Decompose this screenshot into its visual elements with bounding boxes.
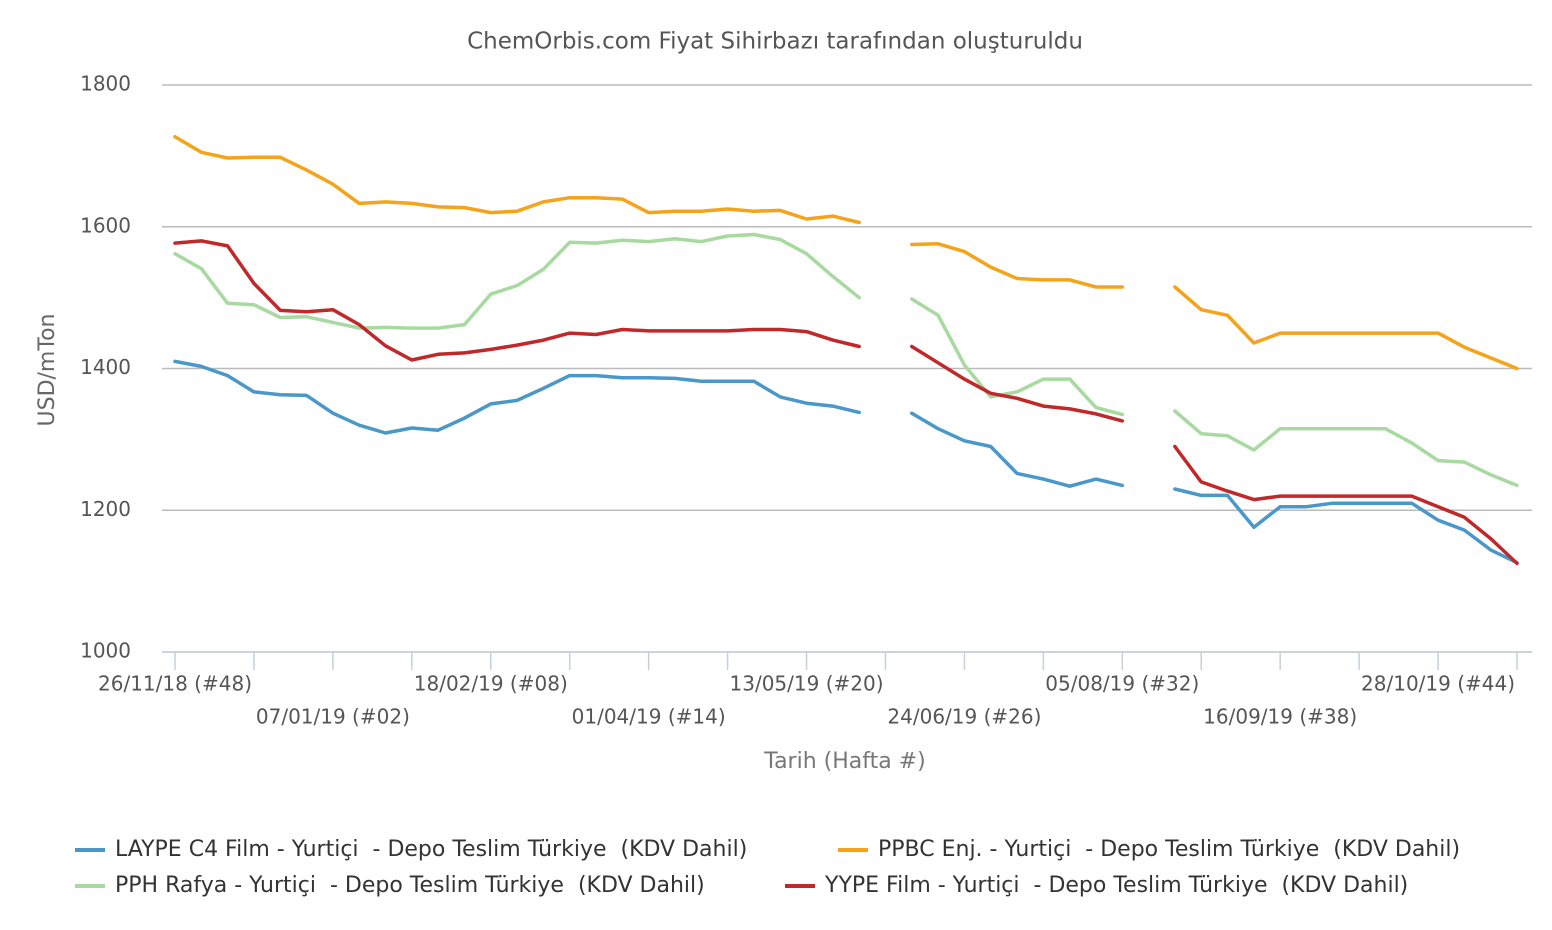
y-tick-label: 1800 — [80, 72, 131, 96]
legend-label: YYPE Film - Yurtiçi - Depo Teslim Türkiy… — [824, 873, 1408, 898]
x-tick-label: 01/04/19 (#14) — [572, 705, 726, 729]
legend-label: PPH Rafya - Yurtiçi - Depo Teslim Türkiy… — [115, 873, 705, 898]
x-tick-label: 26/11/18 (#48) — [98, 672, 252, 696]
y-tick-label: 1400 — [80, 355, 131, 379]
legend-label: PPBC Enj. - Yurtiçi - Depo Teslim Türkiy… — [878, 837, 1460, 862]
series-line — [173, 134, 1519, 371]
y-tick-label: 1000 — [80, 639, 131, 663]
y-tick-label: 1200 — [80, 497, 131, 521]
x-tick-label: 07/01/19 (#02) — [256, 705, 410, 729]
x-tick-label: 16/09/19 (#38) — [1203, 705, 1357, 729]
series-line — [173, 359, 1519, 565]
x-tick-label: 28/10/19 (#44) — [1361, 672, 1515, 696]
x-tick-label: 05/08/19 (#32) — [1045, 672, 1199, 696]
legend-label: LAYPE C4 Film - Yurtiçi - Depo Teslim Tü… — [115, 837, 747, 862]
series-line — [173, 232, 1519, 488]
x-tick-label: 13/05/19 (#20) — [730, 672, 884, 696]
series-line — [173, 239, 1519, 566]
x-tick-label: 24/06/19 (#26) — [887, 705, 1041, 729]
x-axis-label: Tarih (Hafta #) — [763, 749, 925, 774]
chart-title: ChemOrbis.com Fiyat Sihirbazı tarafından… — [467, 29, 1083, 55]
y-axis-label: USD/mTon — [35, 314, 60, 427]
x-tick-label: 18/02/19 (#08) — [414, 672, 568, 696]
y-tick-label: 1600 — [80, 213, 131, 237]
